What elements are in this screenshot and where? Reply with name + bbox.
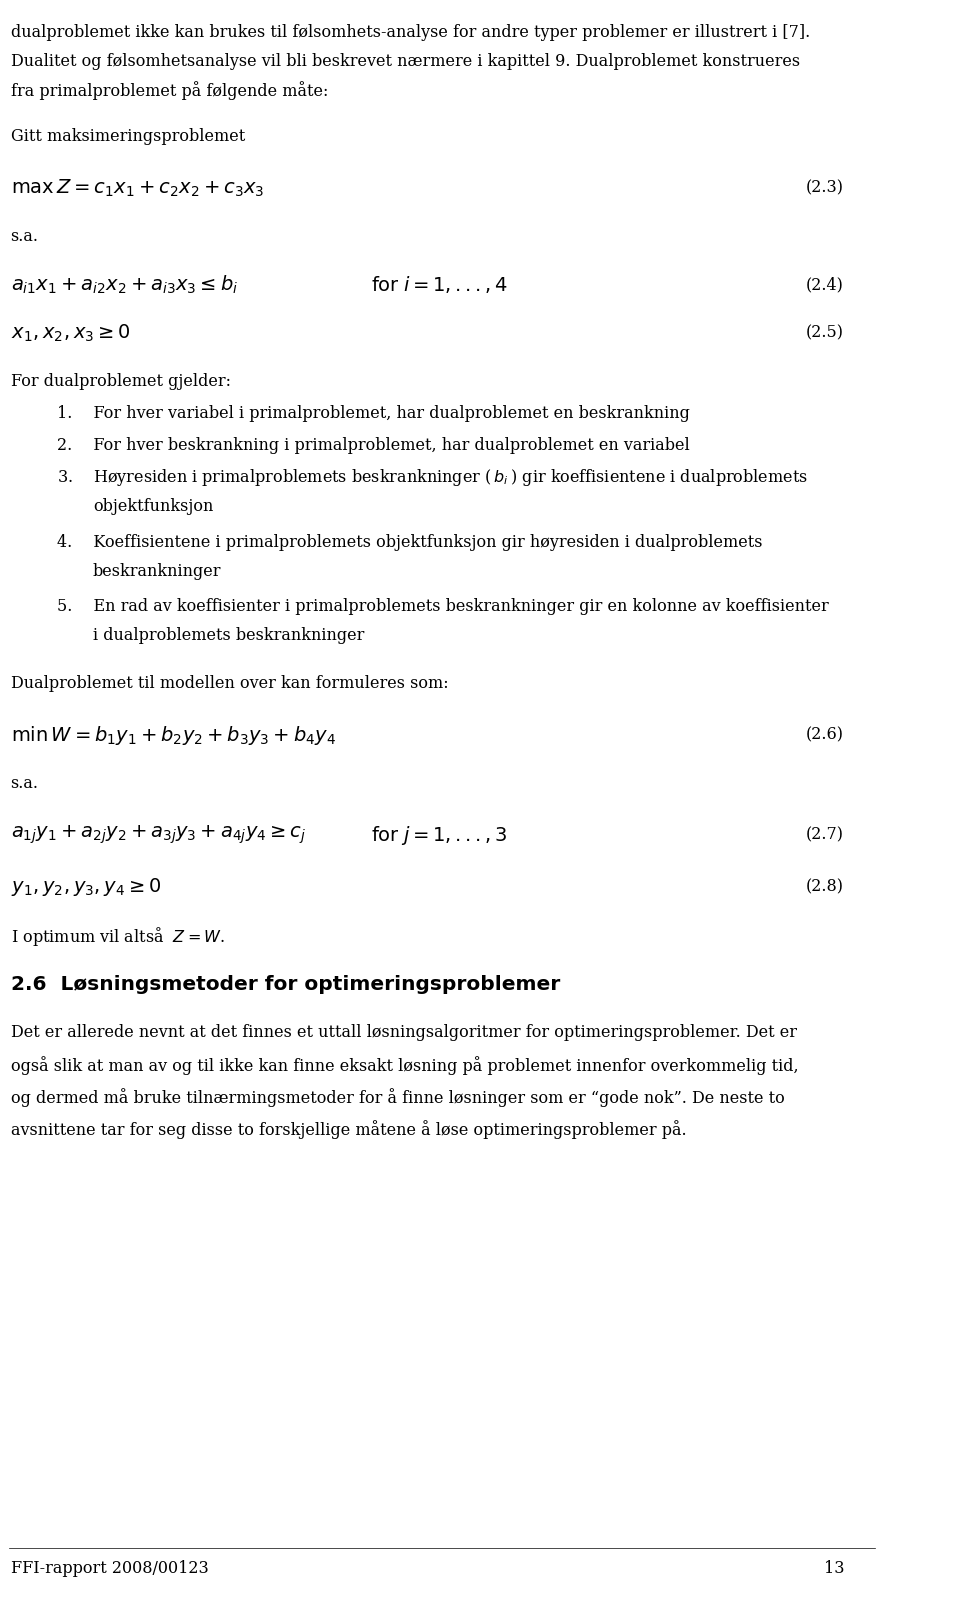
Text: (2.7): (2.7): [806, 827, 844, 843]
Text: Dualitet og følsomhetsanalyse vil bli beskrevet nærmere i kapittel 9. Dualproble: Dualitet og følsomhetsanalyse vil bli be…: [11, 53, 800, 69]
Text: 2.  For hver beskrankning i primalproblemet, har dualproblemet en variabel: 2. For hver beskrankning i primalproblem…: [58, 438, 690, 454]
Text: 13: 13: [824, 1561, 844, 1577]
Text: (2.6): (2.6): [806, 727, 844, 743]
Text: I optimum vil altså  $Z = W$.: I optimum vil altså $Z = W$.: [11, 925, 225, 948]
Text: $\mathrm{for}\; i = 1,...,4$: $\mathrm{for}\; i = 1,...,4$: [372, 274, 509, 296]
Text: (2.4): (2.4): [806, 277, 844, 293]
Text: $\mathrm{max}\,Z = c_1 x_1 + c_2 x_2 + c_3 x_3$: $\mathrm{max}\,Z = c_1 x_1 + c_2 x_2 + c…: [11, 177, 264, 200]
Text: $\mathrm{for}\; j = 1,...,3$: $\mathrm{for}\; j = 1,...,3$: [372, 824, 508, 846]
Text: i dualproblemets beskrankninger: i dualproblemets beskrankninger: [93, 628, 364, 644]
Text: fra primalproblemet på følgende måte:: fra primalproblemet på følgende måte:: [11, 80, 328, 100]
Text: avsnittene tar for seg disse to forskjellige måtene å løse optimeringsproblemer : avsnittene tar for seg disse to forskjel…: [11, 1120, 686, 1139]
Text: (2.3): (2.3): [806, 180, 844, 196]
Text: 4.  Koeffisientene i primalproblemets objektfunksjon gir høyresiden i dualproble: 4. Koeffisientene i primalproblemets obj…: [58, 534, 763, 550]
Text: 5.  En rad av koeffisienter i primalproblemets beskrankninger gir en kolonne av : 5. En rad av koeffisienter i primalprobl…: [58, 599, 829, 615]
Text: s.a.: s.a.: [11, 776, 38, 792]
Text: 1.  For hver variabel i primalproblemet, har dualproblemet en beskrankning: 1. For hver variabel i primalproblemet, …: [58, 405, 690, 422]
Text: 2.6  Løsningsmetoder for optimeringsproblemer: 2.6 Løsningsmetoder for optimeringsprobl…: [11, 975, 560, 994]
Text: $a_{i1}x_1 + a_{i2}x_2 + a_{i3}x_3 \leq b_i$: $a_{i1}x_1 + a_{i2}x_2 + a_{i3}x_3 \leq …: [11, 274, 238, 296]
Text: Det er allerede nevnt at det finnes et uttall løsningsalgoritmer for optimerings: Det er allerede nevnt at det finnes et u…: [11, 1025, 797, 1041]
Text: 3.  Høyresiden i primalproblemets beskrankninger ( $b_i$ ) gir koeffisientene i : 3. Høyresiden i primalproblemets beskran…: [58, 467, 808, 489]
Text: og dermed må bruke tilnærmingsmetoder for å finne løsninger som er “gode nok”. D: og dermed må bruke tilnærmingsmetoder fo…: [11, 1088, 784, 1107]
Text: For dualproblemet gjelder:: For dualproblemet gjelder:: [11, 373, 230, 389]
Text: også slik at man av og til ikke kan finne eksakt løsning på problemet innenfor o: også slik at man av og til ikke kan finn…: [11, 1056, 798, 1075]
Text: Dualproblemet til modellen over kan formuleres som:: Dualproblemet til modellen over kan form…: [11, 676, 448, 692]
Text: (2.8): (2.8): [806, 879, 844, 895]
Text: $a_{1j}y_1 + a_{2j}y_2 + a_{3j}y_3 + a_{4j}y_4 \geq c_j$: $a_{1j}y_1 + a_{2j}y_2 + a_{3j}y_3 + a_{…: [11, 824, 306, 846]
Text: Gitt maksimeringsproblemet: Gitt maksimeringsproblemet: [11, 129, 245, 145]
Text: (2.5): (2.5): [806, 325, 844, 341]
Text: dualproblemet ikke kan brukes til følsomhets-analyse for andre typer problemer e: dualproblemet ikke kan brukes til følsom…: [11, 24, 810, 40]
Text: $\mathrm{min}\,W = b_1 y_1 + b_2 y_2 + b_3 y_3 + b_4 y_4$: $\mathrm{min}\,W = b_1 y_1 + b_2 y_2 + b…: [11, 724, 336, 747]
Text: objektfunksjon: objektfunksjon: [93, 499, 213, 515]
Text: beskrankninger: beskrankninger: [93, 563, 222, 579]
Text: $x_1, x_2, x_3 \geq 0$: $x_1, x_2, x_3 \geq 0$: [11, 322, 131, 344]
Text: $y_1, y_2, y_3, y_4 \geq 0$: $y_1, y_2, y_3, y_4 \geq 0$: [11, 875, 161, 898]
Text: s.a.: s.a.: [11, 228, 38, 245]
Text: FFI-rapport 2008/00123: FFI-rapport 2008/00123: [11, 1561, 208, 1577]
